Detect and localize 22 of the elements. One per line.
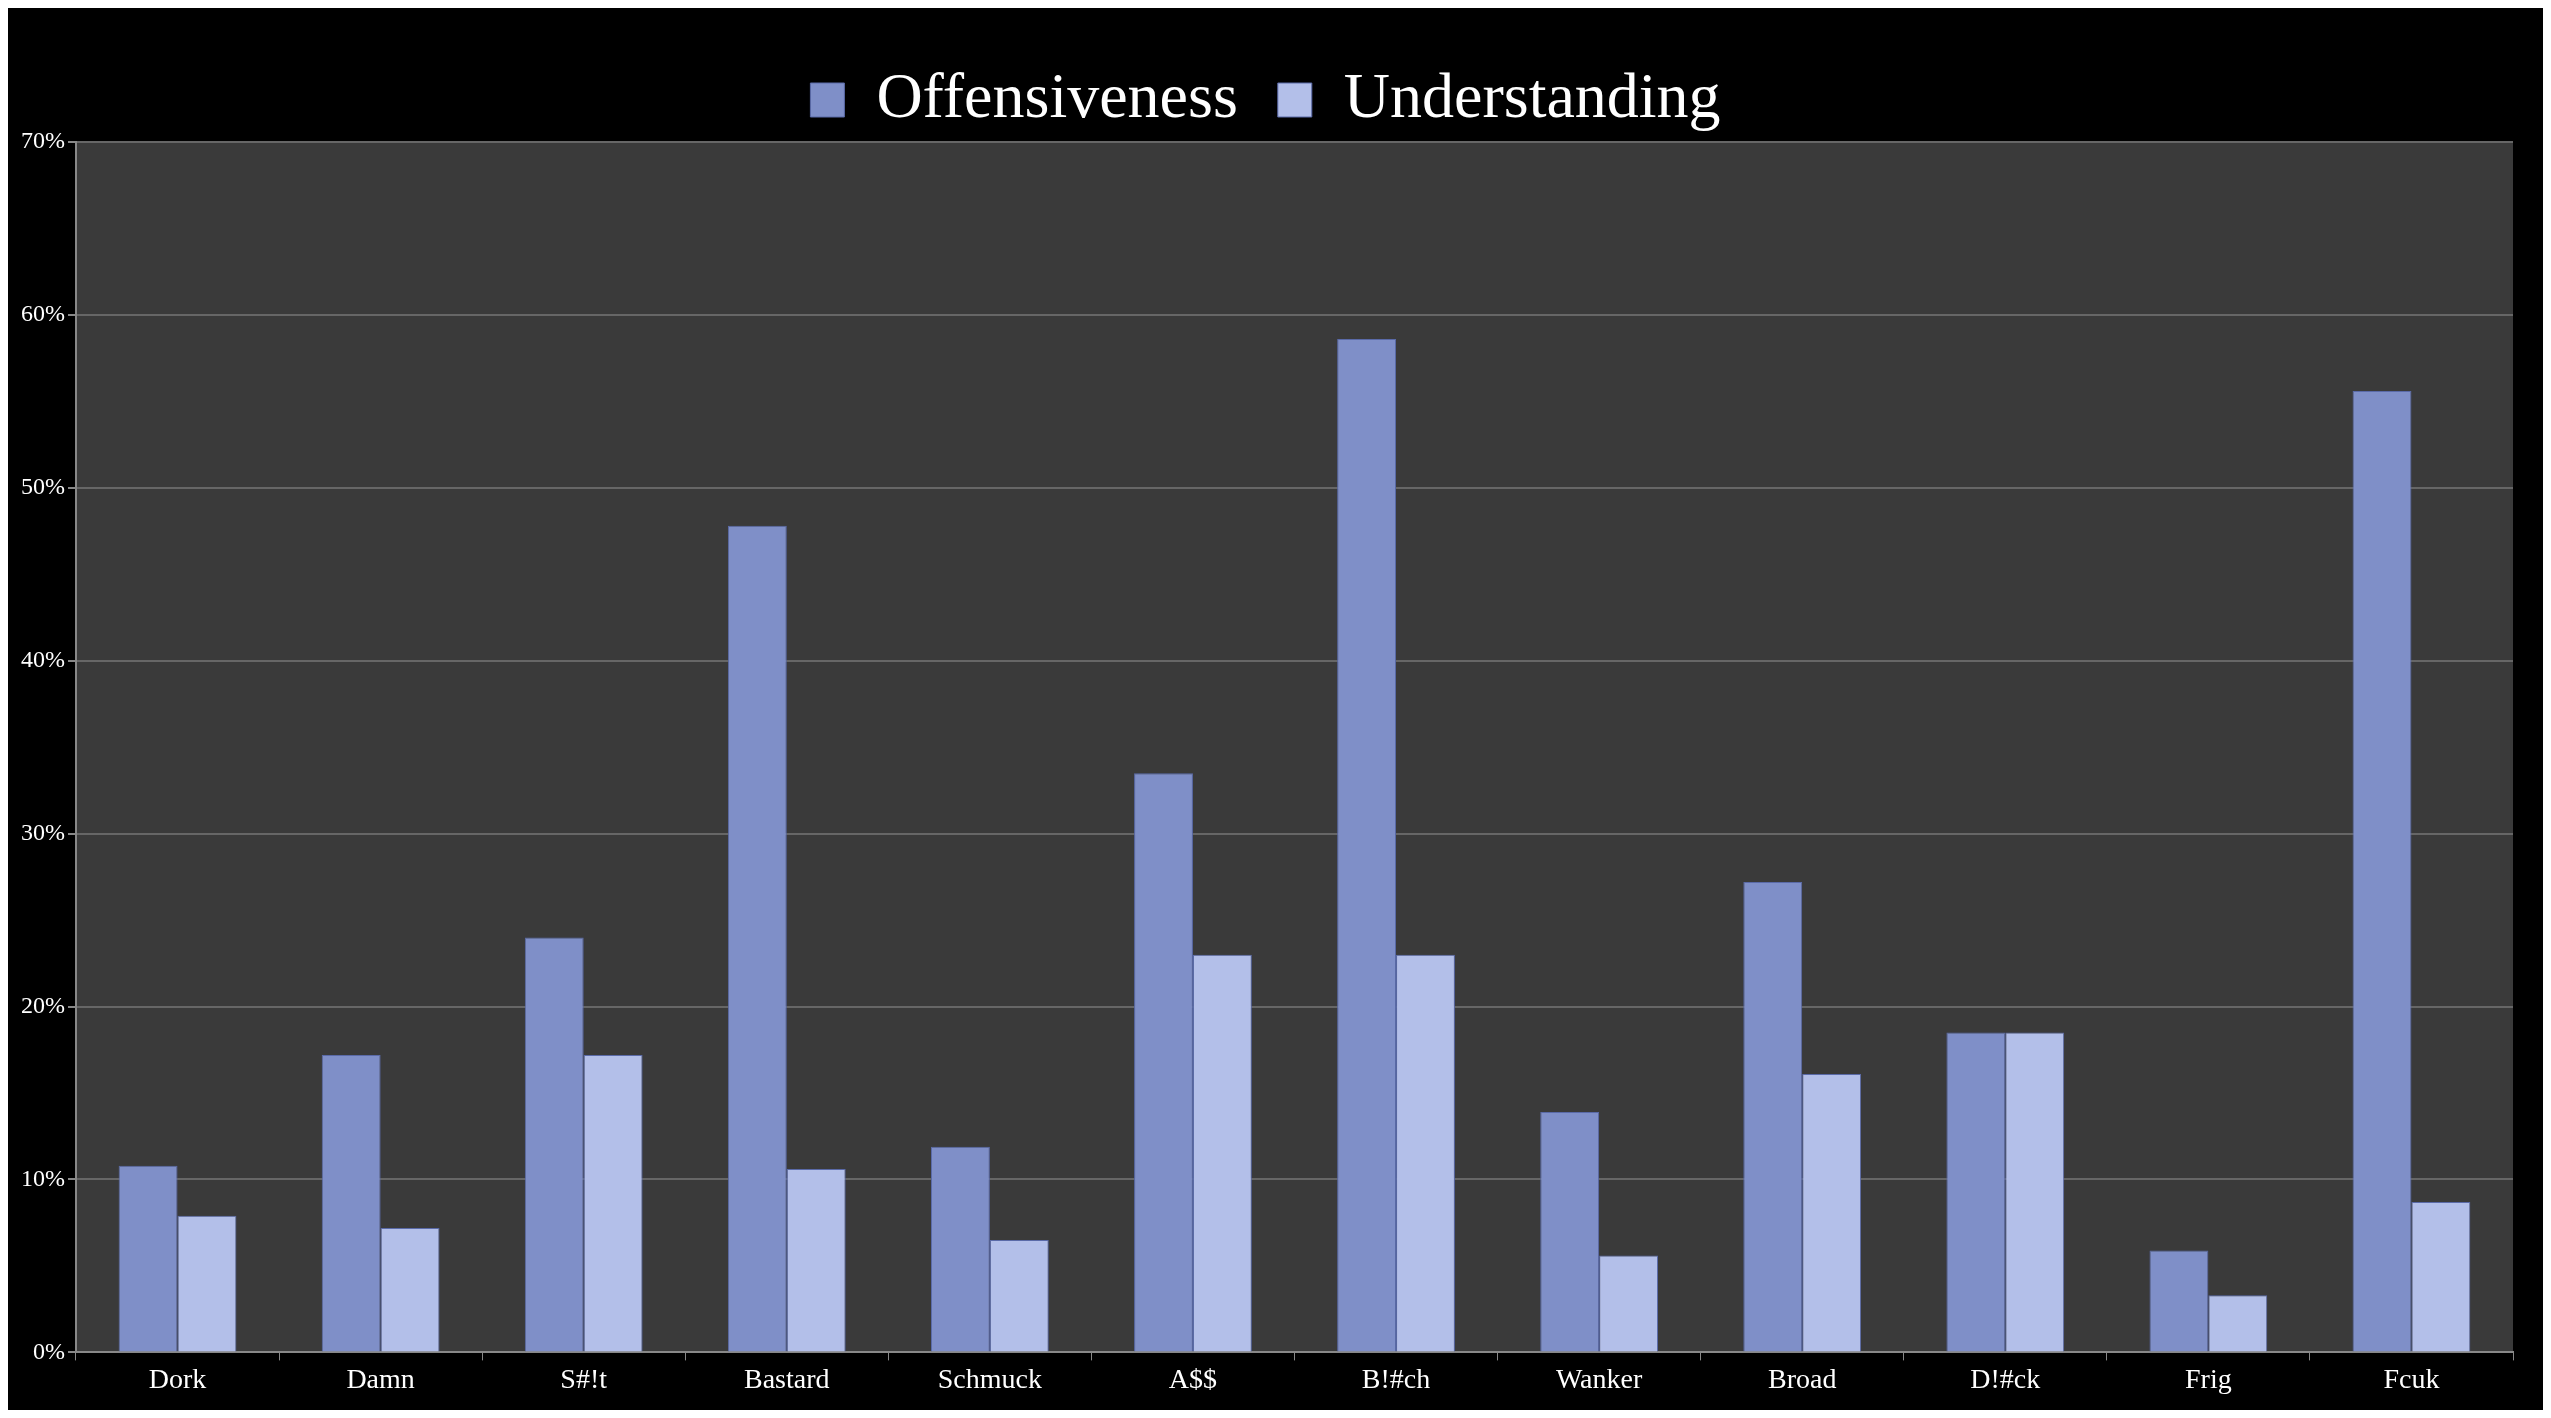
x-tick-label: Broad [1767,1362,1837,1394]
legend-label: Understanding [1343,59,1721,131]
x-tick-label: Frig [2185,1362,2232,1394]
x-tick-label: D!#ck [1970,1362,2041,1394]
x-tick-label: S#!t [560,1362,608,1394]
y-tick-label: 60% [20,300,65,327]
x-tick-label: Dork [148,1362,207,1394]
x-tick-label: Bastard [744,1362,830,1394]
y-tick-label: 10% [20,1164,65,1191]
y-tick-label: 30% [20,818,65,845]
y-tick-label: 20% [20,991,65,1018]
y-tick-label: 70% [20,127,65,154]
x-tick-label: Fcuk [2383,1362,2440,1394]
y-tick-label: 0% [32,1337,65,1364]
x-tick-label: Wanker [1555,1362,1643,1394]
x-tick-label: Schmuck [937,1362,1042,1394]
legend-label: Offensiveness [876,59,1238,131]
x-tick-label: A$$ [1168,1362,1218,1394]
y-tick-label: 40% [20,646,65,673]
x-tick-label: Damn [346,1362,415,1394]
x-tick-label: B!#ch [1361,1362,1431,1394]
y-tick-label: 50% [20,473,65,500]
